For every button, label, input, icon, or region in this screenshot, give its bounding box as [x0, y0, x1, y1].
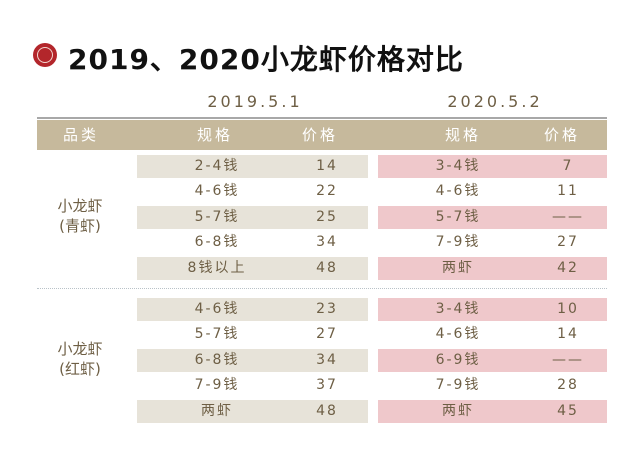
price-cell: 11 — [557, 183, 579, 200]
spec-cell: 2-4钱 — [194, 158, 240, 174]
price-cell: 48 — [316, 402, 338, 419]
spec-cell: 4-6钱 — [435, 183, 481, 200]
spec-cell: 6-8钱 — [194, 351, 240, 368]
spec-cell: 8钱以上 — [187, 259, 247, 276]
category-line: 小龙虾 — [57, 340, 103, 358]
table-row-2020: 两虾 42 — [378, 256, 607, 280]
category-line: (青虾) — [59, 217, 101, 235]
price-cell: 22 — [316, 183, 338, 200]
spec-cell: 5-7钱 — [435, 208, 481, 225]
header-category: 品类 — [62, 126, 99, 144]
page-title: 2019、2020小龙虾价格对比 — [68, 43, 464, 76]
spec-cell: 4-6钱 — [435, 326, 481, 343]
category-line: 小龙虾 — [57, 197, 103, 215]
table-row-2020: 7-9钱 28 — [378, 374, 607, 397]
price-cell: 37 — [316, 377, 338, 394]
spec-cell: 两虾 — [442, 259, 474, 276]
group-divider — [37, 288, 607, 289]
price-cell: 14 — [557, 326, 579, 343]
spec-cell: 4-6钱 — [194, 301, 240, 317]
table-row-2020: 7-9钱 27 — [378, 231, 607, 254]
spec-cell: 两虾 — [442, 402, 474, 419]
spec-cell: 6-9钱 — [435, 351, 481, 368]
header-spec-2020: 规格 — [444, 126, 481, 144]
table-row-2019: 8钱以上 48 — [137, 256, 368, 280]
price-cell: 45 — [557, 402, 579, 419]
price-cell: 27 — [557, 234, 579, 251]
table-row-2020: 4-6钱 14 — [378, 323, 607, 346]
spec-cell: 4-6钱 — [194, 183, 240, 200]
table-row-2019: 4-6钱 23 — [137, 298, 368, 321]
date-2019: 2019.5.1 — [207, 92, 303, 111]
price-cell: —— — [552, 208, 584, 225]
category-label: 小龙虾 (青虾) — [40, 196, 120, 236]
spec-cell: 3-4钱 — [435, 301, 481, 317]
date-2020: 2020.5.2 — [447, 92, 543, 111]
table-row-2020: 6-9钱 —— — [378, 348, 607, 372]
price-cell: 23 — [316, 301, 338, 317]
table-row-2020: 5-7钱 —— — [378, 205, 607, 229]
table-header: 品类 规格 价格 规格 价格 — [37, 120, 607, 150]
price-cell: 42 — [557, 259, 579, 276]
category-line: (红虾) — [59, 360, 101, 378]
header-spec-2019: 规格 — [196, 126, 233, 144]
top-divider — [37, 117, 607, 119]
table-row-2019: 4-6钱 22 — [137, 180, 368, 203]
price-cell: —— — [552, 351, 584, 368]
spec-cell: 3-4钱 — [435, 158, 481, 174]
table-row-2019: 7-9钱 37 — [137, 374, 368, 397]
table-row-2020: 两虾 45 — [378, 399, 607, 423]
table-row-2020: 3-4钱 10 — [378, 298, 607, 321]
table-row-2020: 3-4钱 7 — [378, 155, 607, 178]
spec-cell: 7-9钱 — [435, 234, 481, 251]
table-row-2019: 6-8钱 34 — [137, 231, 368, 254]
spec-cell: 6-8钱 — [194, 234, 240, 251]
spec-cell: 5-7钱 — [194, 326, 240, 343]
spec-cell: 7-9钱 — [435, 377, 481, 394]
price-cell: 7 — [562, 158, 574, 174]
table-row-2019: 5-7钱 27 — [137, 323, 368, 346]
price-cell: 34 — [316, 234, 338, 251]
price-cell: 28 — [557, 377, 579, 394]
price-cell: 25 — [316, 208, 338, 225]
table-row-2019: 两虾 48 — [137, 399, 368, 423]
spec-cell: 5-7钱 — [194, 208, 240, 225]
table-row-2019: 5-7钱 25 — [137, 205, 368, 229]
price-cell: 34 — [316, 351, 338, 368]
red-circle-bullet-icon — [34, 44, 56, 66]
table-row-2019: 2-4钱 14 — [137, 155, 368, 178]
header-price-2019: 价格 — [301, 126, 338, 144]
price-cell: 14 — [316, 158, 338, 174]
table-row-2020: 4-6钱 11 — [378, 180, 607, 203]
spec-cell: 7-9钱 — [194, 377, 240, 394]
price-cell: 27 — [316, 326, 338, 343]
spec-cell: 两虾 — [201, 402, 233, 419]
category-label: 小龙虾 (红虾) — [40, 339, 120, 379]
price-cell: 48 — [316, 259, 338, 276]
price-cell: 10 — [557, 301, 579, 317]
table-row-2019: 6-8钱 34 — [137, 348, 368, 372]
header-price-2020: 价格 — [543, 126, 580, 144]
